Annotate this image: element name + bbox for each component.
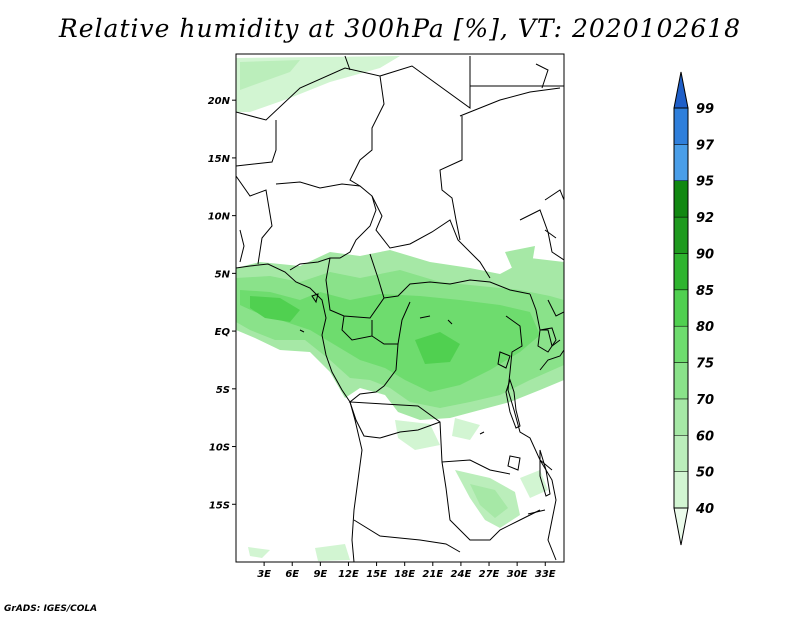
lake-malawi	[539, 449, 551, 497]
x-tick-label: 24E	[451, 569, 472, 580]
border-north-6	[236, 120, 277, 167]
y-tick-label: 15S	[209, 500, 230, 511]
y-tick-label: 5N	[215, 269, 231, 280]
lake-victoria	[537, 327, 557, 353]
lake-kivu	[497, 351, 511, 369]
x-tick-label: 27E	[479, 569, 500, 580]
humidity-patch-south-3	[315, 544, 350, 561]
border-zambia	[441, 461, 541, 541]
coastline	[236, 263, 363, 562]
colorbar-box	[673, 435, 689, 472]
border-sudan	[459, 87, 564, 261]
colorbar-upper-triangle	[673, 71, 689, 109]
x-tick-label: 30E	[507, 569, 528, 580]
humidity-field	[236, 56, 564, 561]
humidity-patch-south-east-inner	[470, 484, 508, 518]
credit-label: GrADS: IGES/COLA	[4, 604, 98, 614]
colorbar-label: 97	[696, 138, 715, 153]
border-north-5	[439, 116, 463, 241]
lake-mweru	[507, 455, 521, 471]
border-east-2	[505, 315, 553, 471]
colorbar-box	[673, 180, 689, 218]
colorbar-label: 95	[696, 175, 714, 190]
border-car	[369, 253, 531, 299]
humidity-core-west	[250, 296, 300, 322]
map-frame	[235, 53, 565, 563]
border-east-3	[539, 299, 564, 371]
humidity-core-center	[415, 332, 460, 364]
border-west	[236, 175, 273, 265]
colorbar-box	[673, 253, 689, 291]
colorbar-lower-triangle	[673, 507, 689, 546]
border-east-5	[544, 189, 564, 239]
colorbar-box	[673, 325, 689, 363]
colorbar-box	[673, 216, 689, 254]
border-east-1	[529, 293, 561, 347]
humidity-patch-south-4	[248, 547, 270, 558]
y-tick-label: 10S	[209, 443, 230, 454]
colorbar-label: 60	[696, 429, 714, 444]
border-north-3	[379, 56, 471, 109]
map-borders	[236, 55, 564, 562]
humidity-patch-south-2	[395, 420, 440, 450]
lake-tanganyika	[505, 378, 521, 429]
x-tick-label: 18E	[394, 569, 415, 580]
islands	[299, 293, 485, 435]
colorbar-box	[673, 289, 689, 327]
colorbar-label: 85	[696, 284, 714, 299]
border-north-2	[344, 55, 351, 71]
humidity-patch-south-6	[505, 246, 535, 268]
colorbar-label: 50	[696, 466, 714, 481]
colorbar-box	[673, 471, 689, 509]
x-tick-label: 33E	[535, 569, 556, 580]
colorbar-box	[673, 107, 689, 145]
y-tick-label: EQ	[215, 327, 231, 338]
border-angola	[349, 401, 441, 439]
border-cameroon	[325, 257, 385, 319]
colorbar-box	[673, 144, 689, 181]
y-axis: 20N 15N 10N 5N EQ 5S 10S 15S	[208, 96, 236, 511]
y-tick-label: 20N	[208, 96, 231, 107]
x-tick-label: 6E	[285, 569, 299, 580]
colorbar-label: 80	[696, 320, 714, 335]
x-tick-label: 9E	[313, 569, 327, 580]
x-tick-label: 21E	[422, 569, 443, 580]
x-axis: 3E 6E 9E 12E 15E 18E 21E 24E 27E 30E 33E	[257, 562, 556, 580]
colorbar: 40 50 60 70 75 80 85 90 92 95 97 99	[673, 71, 715, 546]
colorbar-label: 92	[696, 211, 714, 226]
border-namibia	[353, 519, 461, 553]
x-tick-label: 12E	[338, 569, 359, 580]
colorbar-frame	[673, 107, 689, 509]
colorbar-label: 40	[695, 502, 714, 517]
humidity-band-core	[240, 290, 540, 392]
humidity-patch-south-5	[520, 470, 548, 498]
humidity-patch-north-inner	[240, 60, 300, 90]
colorbar-box	[673, 362, 689, 400]
colorbar-box	[673, 398, 689, 436]
x-tick-label: 15E	[366, 569, 387, 580]
y-tick-label: 5S	[216, 385, 230, 396]
colorbar-label: 99	[696, 102, 714, 117]
border-chad	[371, 195, 491, 279]
border-drc	[348, 343, 511, 475]
border-nigeria	[275, 181, 377, 271]
colorbar-label: 70	[696, 393, 714, 408]
border-east-4	[539, 459, 557, 561]
border-north-1	[236, 67, 385, 187]
x-tick-label: 3E	[257, 569, 271, 580]
colorbar-label: 90	[696, 247, 714, 262]
colorbar-label: 75	[696, 357, 714, 372]
map-title: Relative humidity at 300hPa [%], VT: 202…	[58, 14, 742, 43]
river-coast	[239, 63, 549, 515]
humidity-patch-south-1	[452, 418, 480, 440]
y-tick-label: 10N	[208, 212, 231, 223]
y-tick-label: 15N	[208, 154, 231, 165]
